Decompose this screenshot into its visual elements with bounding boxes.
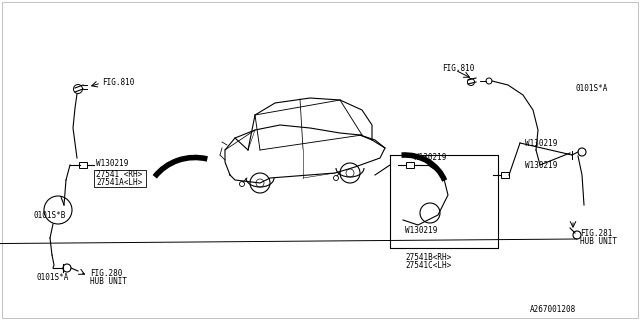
- Text: A267001208: A267001208: [530, 306, 576, 315]
- Text: 0101S*A: 0101S*A: [36, 274, 68, 283]
- Bar: [501, 172, 509, 178]
- Text: 27541A<LH>: 27541A<LH>: [96, 178, 142, 187]
- Bar: [94, 170, 146, 187]
- Text: 27541B<RH>: 27541B<RH>: [405, 253, 451, 262]
- Text: HUB UNIT: HUB UNIT: [580, 236, 617, 245]
- Bar: [406, 162, 414, 168]
- Text: FIG.281: FIG.281: [580, 228, 612, 237]
- Text: W130219: W130219: [405, 226, 437, 235]
- Text: HUB UNIT: HUB UNIT: [90, 276, 127, 285]
- Text: 0101S*A: 0101S*A: [575, 84, 607, 92]
- Text: 27541C<LH>: 27541C<LH>: [405, 261, 451, 270]
- Text: 0101S*B: 0101S*B: [33, 211, 65, 220]
- Text: W130219: W130219: [525, 161, 557, 170]
- Text: FIG.810: FIG.810: [442, 63, 474, 73]
- Text: W130219: W130219: [414, 153, 446, 162]
- Text: FIG.280: FIG.280: [90, 268, 122, 277]
- Text: W130219: W130219: [525, 139, 557, 148]
- Text: W130219: W130219: [96, 158, 129, 167]
- Bar: [79, 162, 87, 168]
- Text: 27541 <RH>: 27541 <RH>: [96, 170, 142, 179]
- Text: FIG.810: FIG.810: [102, 77, 134, 86]
